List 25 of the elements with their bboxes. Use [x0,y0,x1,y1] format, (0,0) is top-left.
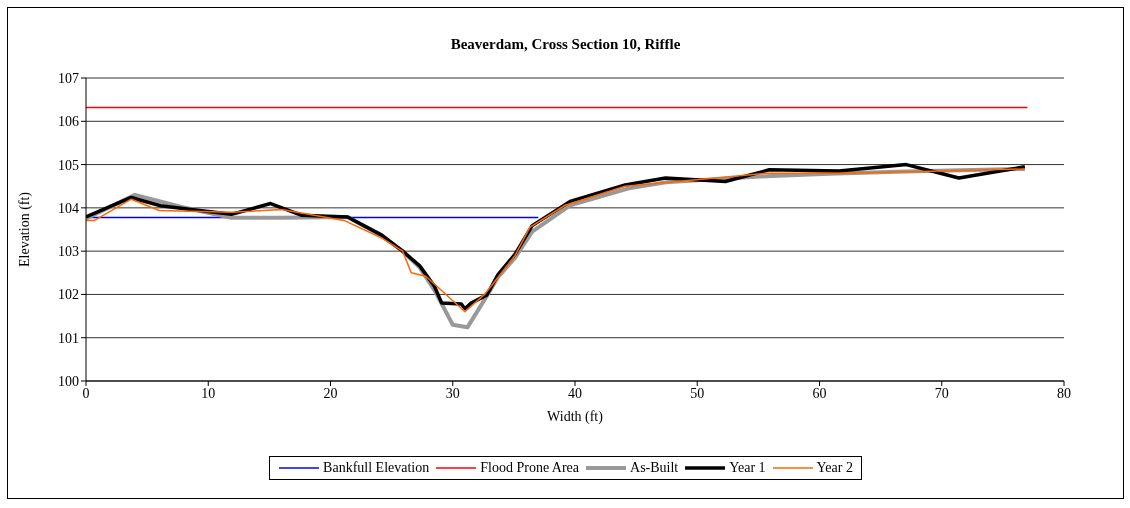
x-tick-label: 0 [82,385,90,401]
y-tick-label: 103 [58,244,79,260]
legend-label: Year 1 [729,460,766,476]
legend-label: Year 2 [816,460,853,476]
x-tick-label: 10 [201,385,216,401]
legend-label: As-Built [630,460,679,476]
x-tick-label: 40 [568,385,582,401]
y-tick-label: 104 [58,200,79,216]
legend-label: Flood Prone Area [480,460,580,476]
y-tick-label: 101 [58,330,79,346]
x-tick-label: 70 [934,385,949,401]
y-tick-label: 105 [58,157,79,173]
y-axis-title: Elevation (ft) [16,191,33,268]
y-tick-label: 107 [58,70,79,86]
x-tick-label: 20 [323,385,338,401]
x-tick-label: 50 [690,385,705,401]
x-tick-label: 30 [445,385,460,401]
y-tick-label: 100 [58,373,79,389]
y-tick-label: 106 [58,114,79,130]
y-tick-label: 102 [58,287,79,303]
x-tick-label: 80 [1057,385,1071,401]
x-axis-title: Width (ft) [547,409,604,425]
chart-title: Beaverdam, Cross Section 10, Riffle [449,36,682,53]
x-tick-label: 60 [812,385,827,401]
legend-label: Bankfull Elevation [323,460,430,476]
